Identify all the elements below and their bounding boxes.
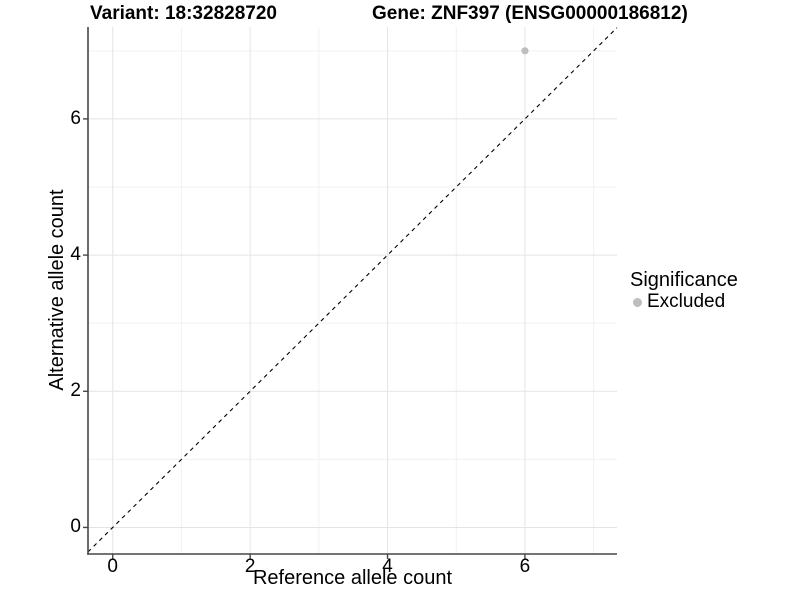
y-axis-title: Alternative allele count bbox=[46, 189, 68, 391]
x-tick-label-6: 6 bbox=[519, 556, 531, 577]
legend-item-label: Excluded bbox=[647, 291, 726, 312]
data-point-excluded bbox=[521, 47, 529, 55]
plot-title-variant: Variant: 18:32828720 bbox=[90, 3, 277, 24]
excluded-point-icon bbox=[633, 297, 642, 307]
y-tick-label-0: 0 bbox=[70, 516, 81, 538]
identity-line bbox=[87, 27, 618, 553]
y-tick-label-4: 4 bbox=[70, 244, 81, 266]
x-axis-title: Reference allele count bbox=[252, 567, 452, 589]
x-tick-label-4: 4 bbox=[382, 556, 393, 577]
x-tick-label-0: 0 bbox=[107, 556, 119, 577]
x-tick-label-2: 2 bbox=[244, 556, 256, 577]
y-tick-label-2: 2 bbox=[70, 380, 81, 402]
y-tick-label-6: 6 bbox=[70, 107, 81, 129]
plot-title-gene: Gene: ZNF397 (ENSG00000186812) bbox=[372, 3, 688, 24]
legend: Significance Excluded bbox=[630, 269, 738, 313]
legend-title: Significance bbox=[630, 269, 738, 291]
legend-item-excluded: Excluded bbox=[630, 291, 738, 313]
